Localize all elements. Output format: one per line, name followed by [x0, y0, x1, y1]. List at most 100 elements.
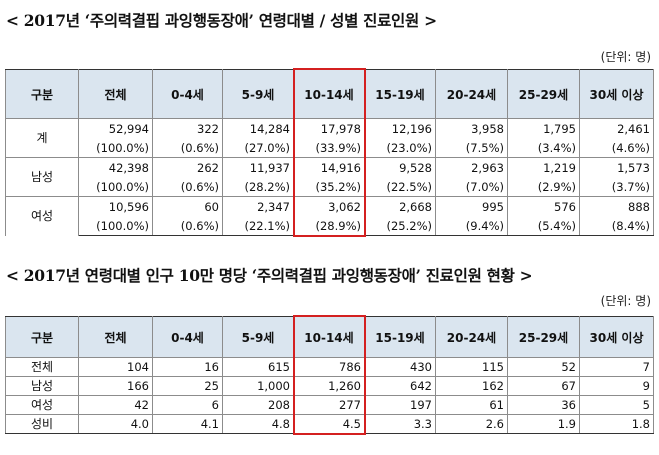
table2-value-cell: 4.0 [78, 414, 153, 434]
table1-header-cell: 25-29세 [507, 69, 580, 119]
table2-value-cell: 7 [579, 357, 654, 377]
table1-header-cell: 15-19세 [364, 69, 436, 119]
table1-percent-cell: (0.6%) [152, 138, 223, 158]
table1-header-cell: 10-14세 [293, 69, 365, 119]
table1-percent-cell: (100.0%) [78, 177, 153, 197]
table2-header-cell: 20-24세 [435, 316, 508, 358]
table1-header-cell: 전체 [78, 69, 153, 119]
table2-value-cell: 1,260 [293, 376, 365, 396]
table2-value-cell: 36 [507, 395, 580, 415]
table1-header-row: 구분 전체 0-4세 5-9세 10-14세 15-19세 20-24세 25-… [5, 69, 654, 119]
table1-count-cell: 52,994 [78, 118, 153, 138]
table2-value-cell: 208 [222, 395, 294, 415]
table1-percent-cell: (0.6%) [152, 177, 223, 197]
table1-count-cell: 888 [579, 196, 654, 216]
table1-percent-cell: (28.2%) [222, 177, 294, 197]
table1-percent-cell: (100.0%) [78, 138, 153, 158]
table2-patients-per-100k: 구분 전체 0-4세 5-9세 10-14세 15-19세 20-24세 25-… [5, 316, 654, 434]
table1-percent-cell: (33.9%) [293, 138, 365, 158]
table1-count-cell: 322 [152, 118, 223, 138]
table2-value-cell: 6 [152, 395, 223, 415]
table2-value-cell: 1,000 [222, 376, 294, 396]
table2-value-cell: 2.6 [435, 414, 508, 434]
table1-count-cell: 576 [507, 196, 580, 216]
table2-value-cell: 67 [507, 376, 580, 396]
table1-count-cell: 9,528 [364, 157, 436, 177]
table1-count-cell: 14,916 [293, 157, 365, 177]
table1-percent-cell: (28.9%) [293, 216, 365, 236]
table2-value-cell: 115 [435, 357, 508, 377]
table2-value-cell: 277 [293, 395, 365, 415]
table2-value-cell: 4.5 [293, 414, 365, 434]
table2-row-label: 여성 [5, 395, 79, 415]
table1-percent-cell: (4.6%) [579, 138, 654, 158]
table2-value-cell: 197 [364, 395, 436, 415]
table2-unit: (단위: 명) [600, 294, 651, 308]
table2-value-cell: 3.3 [364, 414, 436, 434]
table1-count-cell: 1,219 [507, 157, 580, 177]
table1-percent-cell: (8.4%) [579, 216, 654, 236]
table1-row-counts: 계 52,994 322 14,284 17,978 12,196 3,958 1,795 2,… [5, 118, 654, 158]
table2-value-cell: 42 [78, 395, 153, 415]
table1-percent-cell: (25.2%) [364, 216, 436, 236]
table2-value-cell: 9 [579, 376, 654, 396]
table1-percent-cell: (7.5%) [435, 138, 508, 158]
table1-header-cell: 구분 [5, 69, 79, 119]
table2-row: 전체 104 16 615 786 430 115 52 7 [5, 357, 654, 377]
table1-percent-cell: (3.7%) [579, 177, 654, 197]
table1-title: < 2017년 ‘주의력결핍 과잉행동장애’ 연령대별 / 성별 진료인원 > [6, 11, 437, 30]
table2-header-cell: 30세 이상 [579, 316, 654, 358]
table1-row-label: 계 [5, 118, 79, 158]
table2-value-cell: 52 [507, 357, 580, 377]
table1-percent-cell: (27.0%) [222, 138, 294, 158]
table1-percent-cell: (22.5%) [364, 177, 436, 197]
table2-value-cell: 786 [293, 357, 365, 377]
table1-count-cell: 2,461 [579, 118, 654, 138]
table2-row: 성비 4.0 4.1 4.8 4.5 3.3 2.6 1.9 1.8 [5, 414, 654, 434]
table1-count-cell: 2,668 [364, 196, 436, 216]
table1-count-cell: 3,958 [435, 118, 508, 138]
table1-percent-cell: (0.6%) [152, 216, 223, 236]
table1-header-cell: 20-24세 [435, 69, 508, 119]
table2-value-cell: 5 [579, 395, 654, 415]
table1-row-label: 남성 [5, 157, 79, 197]
table2-header-row: 구분 전체 0-4세 5-9세 10-14세 15-19세 20-24세 25-… [5, 316, 654, 358]
table1-row-counts: 여성 10,596 60 2,347 3,062 2,668 995 576 888 [5, 196, 654, 236]
table2-header-cell: 5-9세 [222, 316, 294, 358]
table1-row-percents: (100.0%) (0.6%) (27.0%) (33.9%) (23.0%) (7.5%… [6, 138, 654, 158]
table2-row-label: 성비 [5, 414, 79, 434]
table1-count-cell: 17,978 [293, 118, 365, 138]
table2-value-cell: 1.8 [579, 414, 654, 434]
table2-value-cell: 16 [152, 357, 223, 377]
table1-count-cell: 2,963 [435, 157, 508, 177]
table2-row-label: 남성 [5, 376, 79, 396]
table1-count-cell: 2,347 [222, 196, 294, 216]
table1-percent-cell: (23.0%) [364, 138, 436, 158]
table2-value-cell: 25 [152, 376, 223, 396]
table1-row-percents: (100.0%) (0.6%) (28.2%) (35.2%) (22.5%) (7.0%… [6, 177, 654, 197]
table1-count-cell: 995 [435, 196, 508, 216]
table1-header-cell: 0-4세 [152, 69, 223, 119]
table2-value-cell: 615 [222, 357, 294, 377]
table1-percent-cell: (7.0%) [435, 177, 508, 197]
table1-row-percents: (100.0%) (0.6%) (22.1%) (28.9%) (25.2%) (9.4%… [6, 216, 654, 236]
table2-title: < 2017년 연령대별 인구 10만 명당 ‘주의력결핍 과잉행동장애’ 진료… [6, 266, 533, 285]
table1-header-cell: 5-9세 [222, 69, 294, 119]
table1-percent-cell: (35.2%) [293, 177, 365, 197]
table1-count-cell: 262 [152, 157, 223, 177]
table2-value-cell: 642 [364, 376, 436, 396]
table2-row: 남성 166 25 1,000 1,260 642 162 67 9 [5, 376, 654, 396]
table1-count-cell: 1,573 [579, 157, 654, 177]
table2-header-cell: 15-19세 [364, 316, 436, 358]
table2-value-cell: 430 [364, 357, 436, 377]
table1-unit: (단위: 명) [600, 50, 651, 64]
table2-header-cell: 25-29세 [507, 316, 580, 358]
table1-count-cell: 10,596 [78, 196, 153, 216]
table1-percent-cell: (9.4%) [435, 216, 508, 236]
table1-percent-cell: (3.4%) [507, 138, 580, 158]
table2-value-cell: 4.8 [222, 414, 294, 434]
table2-value-cell: 1.9 [507, 414, 580, 434]
table2-header-cell: 전체 [78, 316, 153, 358]
table1-count-cell: 1,795 [507, 118, 580, 138]
table2-value-cell: 162 [435, 376, 508, 396]
